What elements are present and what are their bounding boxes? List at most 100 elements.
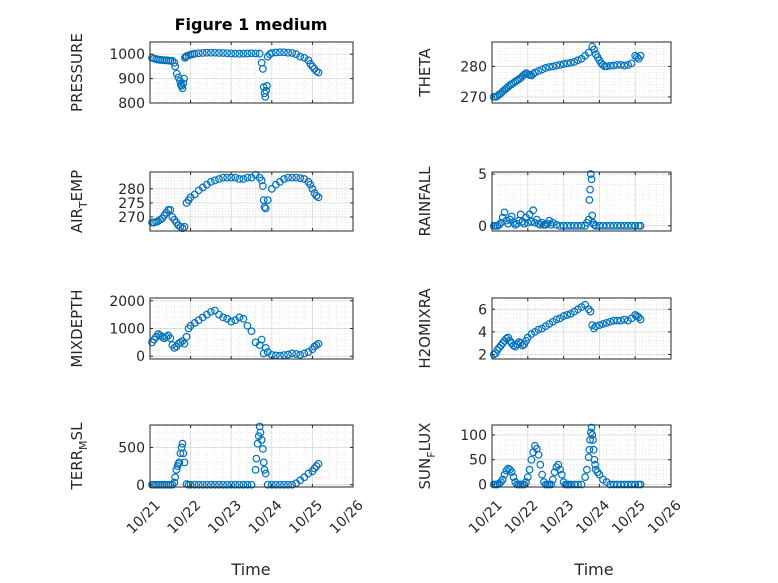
- data-point: [178, 84, 187, 93]
- data-point: [170, 344, 179, 352]
- y-tick-label: 280: [460, 59, 487, 75]
- data-point: [547, 480, 555, 489]
- data-point: [267, 480, 276, 489]
- y-axis-label: THETA: [416, 48, 434, 98]
- data-point: [259, 458, 268, 467]
- data-point: [174, 73, 183, 82]
- data-point: [261, 204, 270, 213]
- data-point: [589, 445, 598, 454]
- data-point: [588, 211, 597, 220]
- data-point: [206, 48, 215, 57]
- data-point: [235, 313, 244, 322]
- data-point: [520, 70, 529, 79]
- data-point: [166, 334, 175, 343]
- data-point: [502, 466, 511, 475]
- data-point: [190, 49, 199, 58]
- data-point: [271, 48, 280, 57]
- data-point: [522, 478, 530, 486]
- data-point: [219, 49, 227, 57]
- data-point: [284, 350, 292, 359]
- data-point: [310, 464, 319, 473]
- data-point: [219, 480, 227, 489]
- data-point: [559, 312, 568, 320]
- data-point: [227, 49, 236, 58]
- data-point: [156, 215, 165, 224]
- data-point: [534, 325, 543, 334]
- data-point: [198, 480, 207, 489]
- data-point: [636, 315, 645, 324]
- data-point: [602, 318, 611, 327]
- data-point: [247, 480, 256, 489]
- data-point: [308, 184, 317, 193]
- data-point: [574, 56, 582, 65]
- data-point: [585, 445, 594, 454]
- data-point: [554, 460, 563, 469]
- data-point: [288, 480, 297, 489]
- data-point: [613, 316, 622, 325]
- y-tick-label: 800: [118, 96, 145, 112]
- data-point: [284, 173, 292, 182]
- data-point: [296, 174, 305, 183]
- y-tick-label: 0: [136, 478, 145, 494]
- data-point: [211, 480, 219, 489]
- data-point: [239, 49, 248, 58]
- data-point: [263, 82, 271, 90]
- data-point: [584, 305, 593, 314]
- data-point: [280, 480, 288, 489]
- data-point: [570, 57, 579, 66]
- data-point: [589, 435, 597, 444]
- data-point: [586, 170, 595, 178]
- data-point: [180, 74, 189, 83]
- data-point: [595, 321, 604, 330]
- data-point: [206, 177, 215, 186]
- data-point: [300, 53, 309, 62]
- data-point: [284, 480, 292, 489]
- y-tick-label: 4: [478, 325, 487, 341]
- data-point: [223, 49, 232, 58]
- data-point: [280, 175, 288, 183]
- data-point: [206, 307, 215, 316]
- data-point: [538, 470, 547, 479]
- data-point: [609, 61, 618, 70]
- data-point: [495, 220, 504, 229]
- data-point: [620, 61, 629, 70]
- data-point: [211, 176, 219, 185]
- data-point: [531, 68, 539, 77]
- data-point: [239, 175, 248, 183]
- data-point: [211, 48, 219, 57]
- data-point: [175, 458, 184, 467]
- y-tick-label: 500: [118, 440, 145, 456]
- data-point: [627, 59, 636, 68]
- data-point: [231, 173, 240, 182]
- y-axis-label: AIRTEMP: [68, 170, 90, 233]
- data-point: [267, 49, 276, 57]
- data-point: [231, 480, 240, 489]
- data-point: [536, 220, 545, 229]
- data-point: [636, 51, 645, 60]
- subplot-h2omixra: 2 4 6 H2OMIXRA: [416, 288, 672, 369]
- data-point: [276, 48, 284, 57]
- data-point: [529, 206, 538, 215]
- data-point: [235, 49, 244, 58]
- data-point: [280, 351, 288, 360]
- y-tick-label: 270: [460, 90, 487, 106]
- data-point: [606, 61, 615, 70]
- data-point: [276, 480, 284, 489]
- data-point: [257, 436, 266, 444]
- data-point: [548, 62, 557, 71]
- data-point: [498, 475, 507, 484]
- y-axis-label: MIXDEPTH: [68, 289, 86, 367]
- y-tick-label: 270: [118, 210, 145, 226]
- data-point: [288, 349, 297, 358]
- data-point: [223, 480, 232, 489]
- data-point: [256, 428, 265, 437]
- y-tick-label: 0: [478, 478, 487, 494]
- data-point: [304, 469, 313, 478]
- y-axis-label: SUNFLUX: [416, 423, 438, 490]
- data-point: [587, 175, 596, 184]
- data-point: [577, 480, 586, 489]
- x-axis-label-right: Time: [573, 560, 613, 579]
- data-point: [566, 58, 575, 67]
- data-point: [582, 465, 591, 474]
